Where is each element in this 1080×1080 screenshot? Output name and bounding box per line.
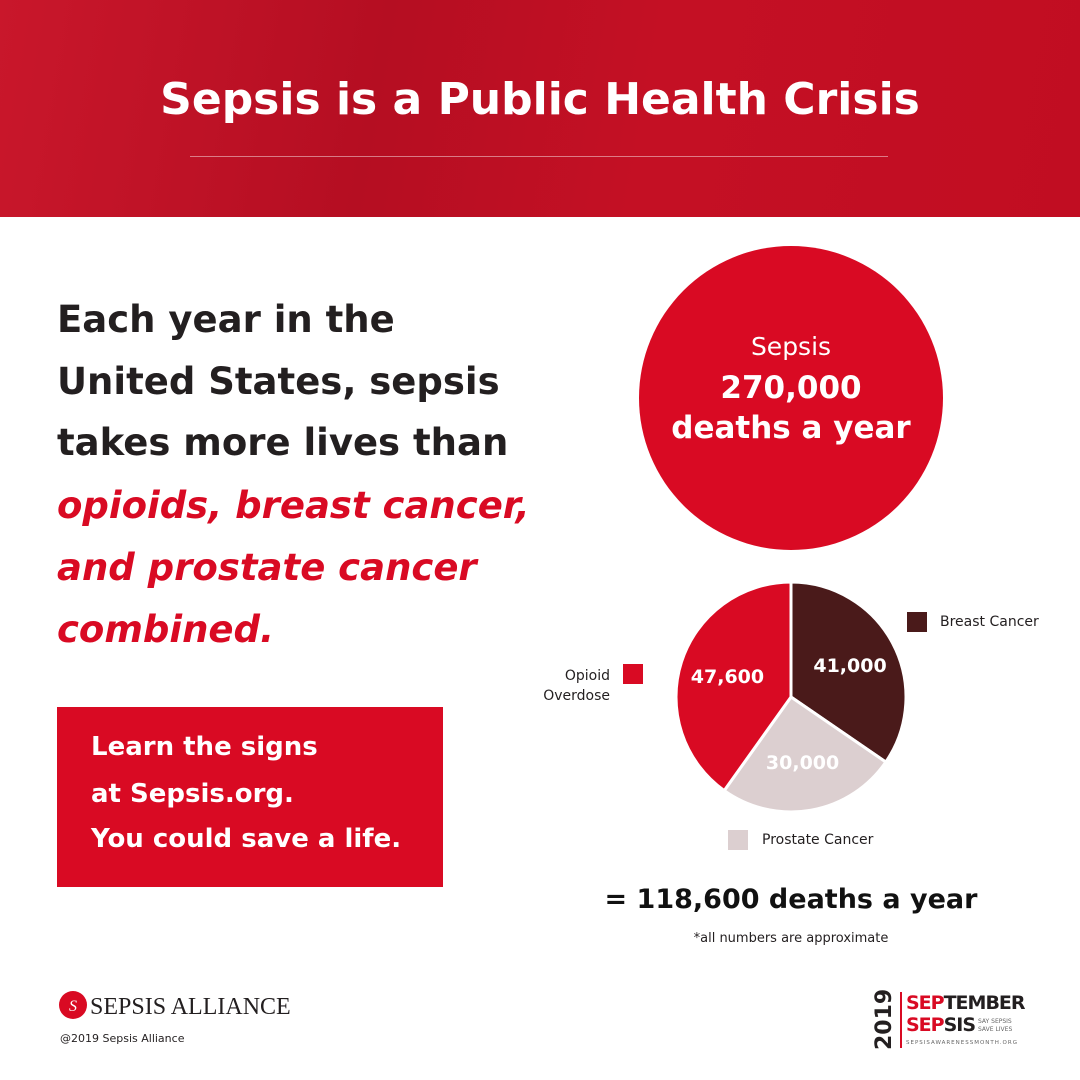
logo-mark: S <box>59 991 87 1019</box>
campaign-part: SEP <box>906 992 945 1014</box>
emphasis-line: and prostate cancer <box>57 546 477 589</box>
campaign-rule <box>900 992 902 1048</box>
sepsis-count: 270,000 <box>720 370 862 406</box>
legend-label: Opioid Overdose <box>543 668 610 704</box>
value-label: 47,600 <box>690 665 765 688</box>
intro-line: takes more lives than <box>57 421 509 464</box>
emphasis-line: opioids, breast cancer, <box>57 484 530 527</box>
legend-label: Breast Cancer <box>940 614 1039 630</box>
sepsis-unit: deaths a year <box>671 410 911 446</box>
tagline-line: SAVE LIVES <box>978 1026 1013 1033</box>
divider <box>190 156 888 157</box>
legend-label: Prostate Cancer <box>762 832 874 848</box>
legend-swatch <box>728 830 748 850</box>
campaign-part: TEMBER <box>943 992 1026 1014</box>
total: = 118,600 deaths a year <box>604 884 978 915</box>
pie-slice <box>674 580 793 793</box>
campaign-line: SEPSIS <box>906 1014 976 1036</box>
pie-slice <box>789 580 908 765</box>
title: Sepsis is a Public Health Crisis <box>160 74 920 125</box>
campaign-year: 2019 <box>872 988 897 1050</box>
campaign-part: SIS <box>943 1014 976 1036</box>
pie-slice <box>722 694 888 814</box>
header-band <box>0 0 1080 217</box>
tagline: SAY SEPSIS SAVE LIVES <box>978 1018 1012 1034</box>
footnote: *all numbers are approximate <box>693 931 889 946</box>
sepsis-circle <box>639 246 943 550</box>
value-label: 41,000 <box>813 654 887 677</box>
intro-line: Each year in the <box>57 298 395 341</box>
cta-line: Learn the signs <box>91 732 318 762</box>
campaign-part: SEP <box>906 1014 945 1036</box>
campaign-line: SEPTEMBER <box>906 992 1026 1014</box>
brand: SEPSIS ALLIANCE <box>90 994 291 1020</box>
emphasis-line: combined. <box>57 608 275 651</box>
website: SEPSISAWARENESSMONTH.ORG <box>906 1040 1018 1046</box>
cta-line: at Sepsis.org. <box>91 779 294 809</box>
legend-swatch <box>907 612 927 632</box>
intro-line: United States, sepsis <box>57 360 500 403</box>
cta-box <box>57 707 443 887</box>
copyright: @2019 Sepsis Alliance <box>60 1032 185 1045</box>
value-label: 30,000 <box>765 751 840 774</box>
tagline-line: SAY SEPSIS <box>978 1018 1012 1025</box>
cta-line: You could save a life. <box>91 824 402 854</box>
sepsis-name: Sepsis <box>750 332 832 361</box>
legend-swatch <box>623 664 643 684</box>
svg-text:S: S <box>69 998 77 1015</box>
